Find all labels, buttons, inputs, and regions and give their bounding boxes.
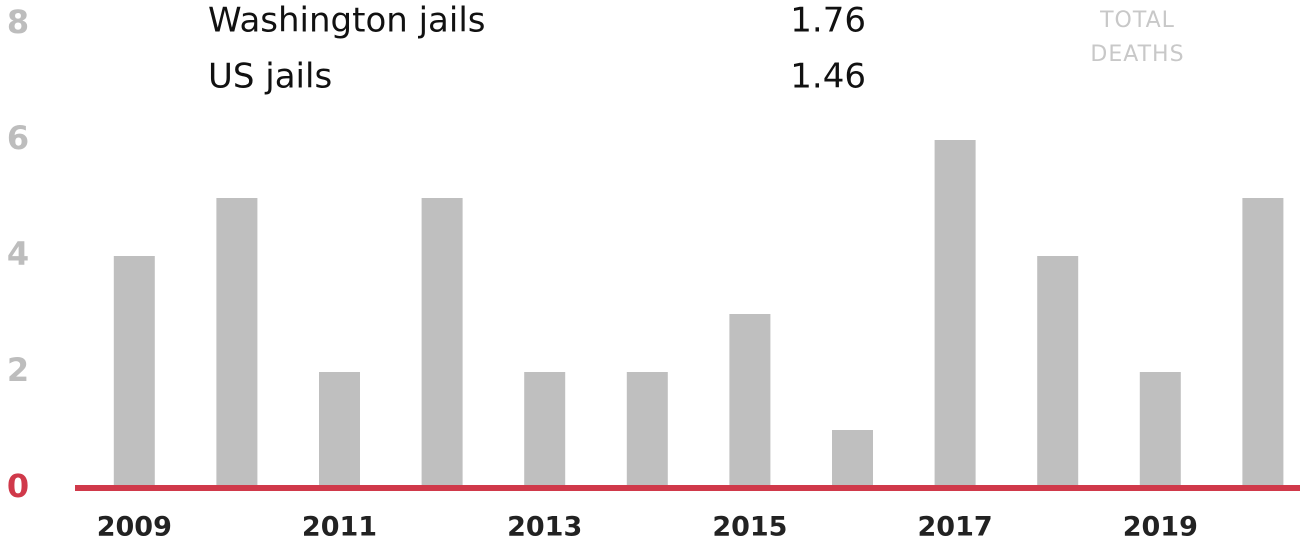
y-axis-label: TOTAL DEATHS — [1090, 8, 1185, 67]
bar — [1139, 372, 1181, 488]
bar — [626, 372, 668, 488]
x-tick-label: 2017 — [918, 512, 993, 543]
bar — [113, 256, 155, 488]
y-tick-label: 4 — [7, 235, 29, 273]
bar — [934, 140, 976, 488]
bar — [1037, 256, 1079, 488]
bar — [1242, 198, 1284, 488]
bar — [832, 430, 873, 488]
y-tick-label: 2 — [7, 351, 29, 389]
bar — [216, 198, 258, 488]
y-tick-label: 8 — [7, 3, 29, 41]
bar — [729, 314, 771, 488]
y-tick-label: 0 — [7, 467, 29, 505]
comparison-value: 1.46 — [790, 57, 866, 97]
bar — [524, 372, 566, 488]
y-tick-label: 6 — [7, 119, 29, 157]
bar — [421, 198, 463, 488]
x-tick-label: 2019 — [1123, 512, 1198, 543]
x-tick-label: 2011 — [302, 512, 377, 543]
comparison-value: 1.76 — [790, 1, 866, 41]
comparison-name: US jails — [208, 57, 332, 97]
x-tick-label: 2015 — [712, 512, 787, 543]
x-tick-label: 2009 — [97, 512, 172, 543]
bar — [319, 372, 360, 488]
x-tick-label: 2013 — [507, 512, 582, 543]
comparison-name: Washington jails — [208, 1, 486, 41]
